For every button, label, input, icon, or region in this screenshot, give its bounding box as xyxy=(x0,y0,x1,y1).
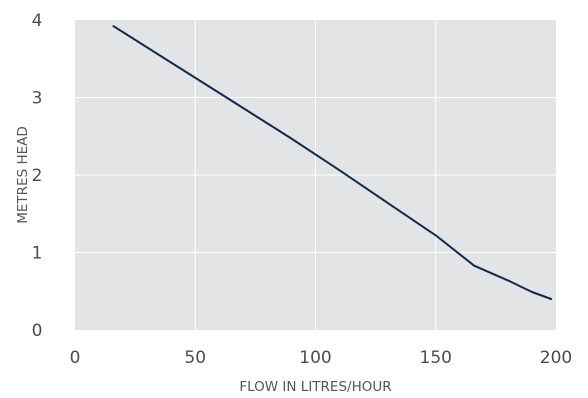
x-tick-label: 0 xyxy=(70,348,81,368)
y-tick-label: 2 xyxy=(32,166,43,186)
y-tick-label: 3 xyxy=(32,89,43,109)
x-tick-label: 150 xyxy=(420,348,452,368)
x-tick-label: 50 xyxy=(184,348,206,368)
series-layer xyxy=(112,25,553,300)
grid-lines xyxy=(75,20,556,330)
y-tick-label: 4 xyxy=(32,11,43,31)
x-axis-label: FLOW IN LITRES/HOUR xyxy=(239,379,391,395)
y-tick-label: 1 xyxy=(32,244,43,264)
y-axis-label: METRES HEAD xyxy=(15,126,31,224)
x-tick-label: 200 xyxy=(540,348,572,368)
y-tick-label: 0 xyxy=(32,321,43,341)
series-line xyxy=(112,25,553,300)
x-tick-label: 100 xyxy=(299,348,331,368)
tick-labels: 0 1 2 3 4 0 50 100 150 200 xyxy=(32,11,573,368)
